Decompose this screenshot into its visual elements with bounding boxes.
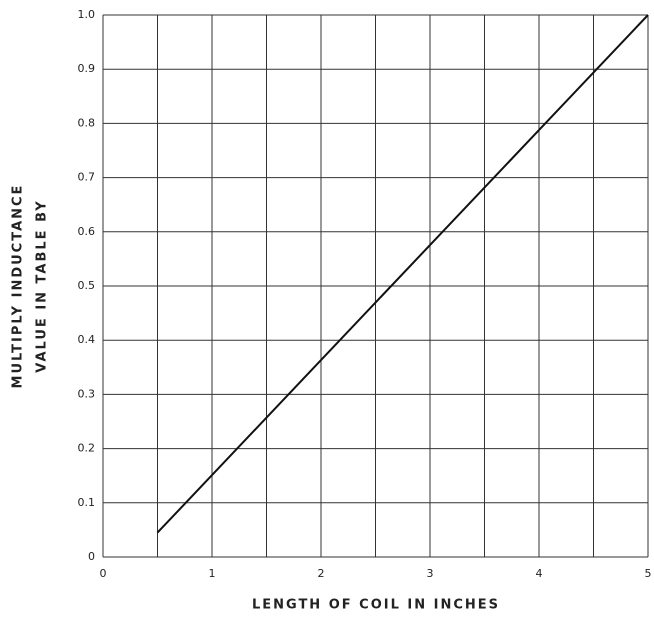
y-tick-label: 0.2 [78, 442, 96, 455]
x-axis-title: LENGTH OF COIL IN INCHES [252, 598, 500, 613]
y-tick-label: 0.3 [78, 387, 96, 400]
y-tick-label: 0.6 [78, 225, 96, 238]
y-tick-label: 0.5 [78, 279, 96, 292]
x-tick-label: 5 [645, 567, 652, 580]
x-tick-label: 0 [100, 567, 107, 580]
x-tick-label: 4 [536, 567, 543, 580]
y-tick-label: 0.9 [78, 62, 96, 75]
y-tick-label: 0.4 [78, 333, 96, 346]
x-tick-label: 3 [427, 567, 434, 580]
y-axis-title: MULTIPLY INDUCTANCE [11, 184, 26, 389]
y-tick-label: 1.0 [78, 8, 96, 21]
y-axis-title: VALUE IN TABLE BY [35, 199, 50, 372]
y-tick-label: 0 [88, 550, 95, 563]
data-line [156, 14, 649, 534]
y-tick-label: 0.8 [78, 116, 96, 129]
y-tick-label: 0.7 [78, 171, 96, 184]
x-tick-label: 2 [318, 567, 325, 580]
x-tick-label: 1 [209, 567, 216, 580]
y-tick-label: 0.1 [78, 496, 96, 509]
